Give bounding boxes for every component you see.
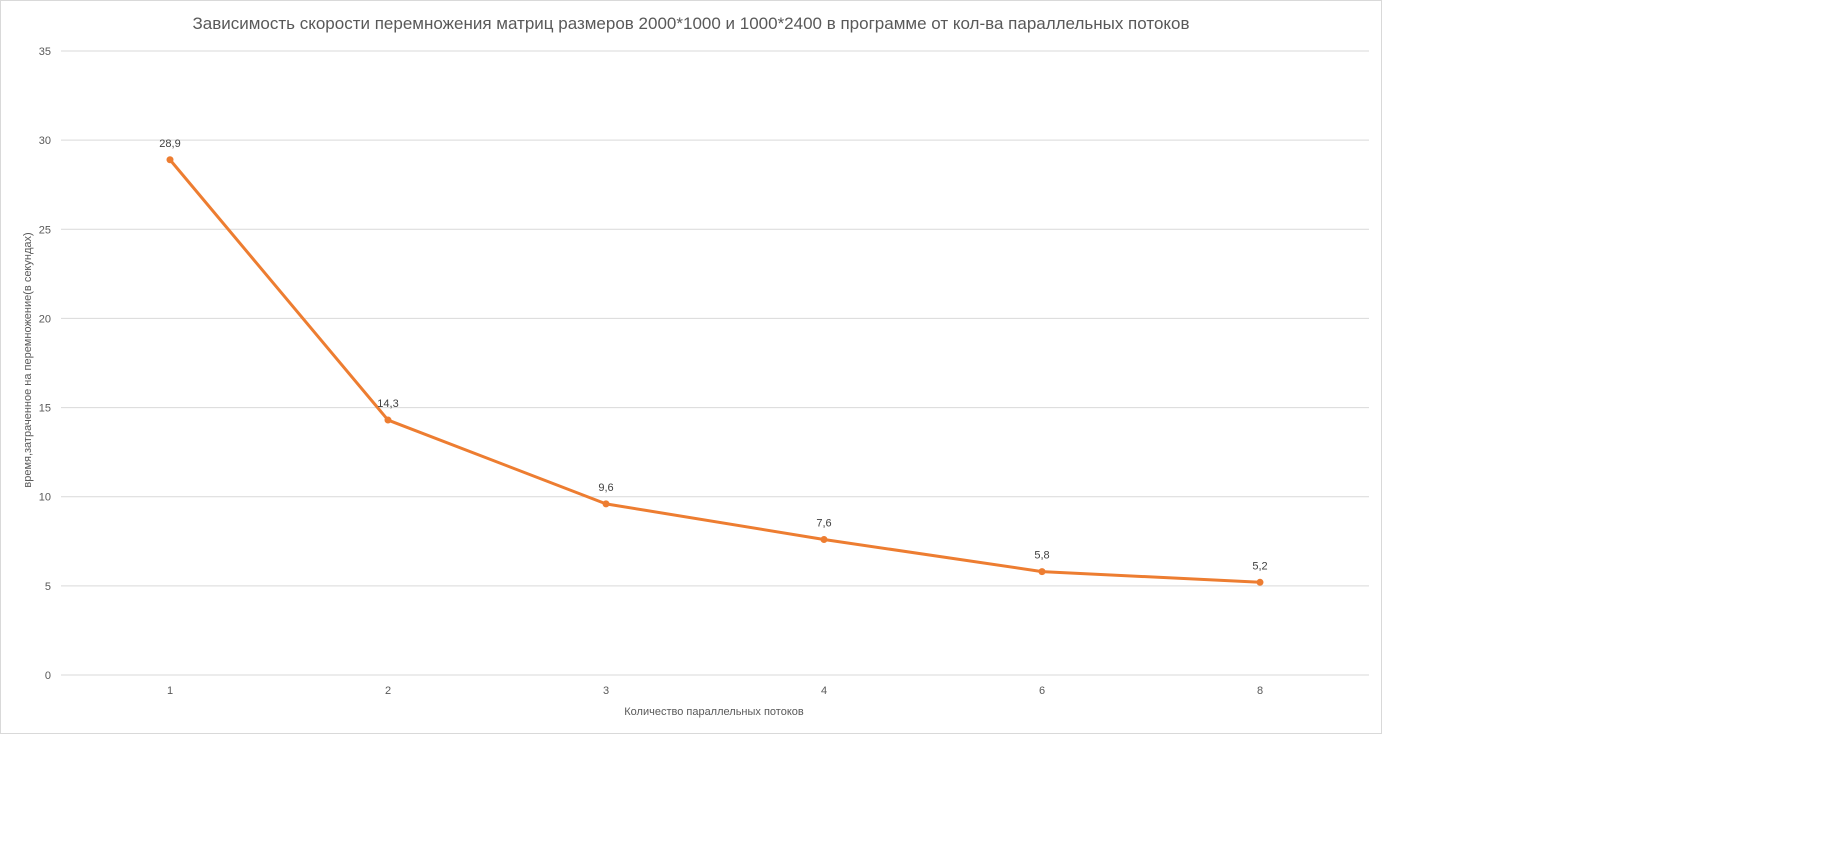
y-axis-ticks: 0 5 10 15 20 25 30 35: [39, 46, 51, 682]
data-point: [384, 416, 392, 424]
data-point: [166, 156, 174, 164]
data-label: 7,6: [816, 518, 831, 530]
data-point: [602, 500, 610, 508]
y-axis-title: время,затраченное на перемножение(в секу…: [22, 232, 34, 487]
y-tick-label: 15: [39, 403, 51, 415]
data-point: [1038, 568, 1046, 576]
y-tick-label: 25: [39, 224, 51, 236]
y-tick-label: 30: [39, 135, 51, 147]
y-tick-label: 0: [45, 670, 51, 682]
data-label: 5,2: [1252, 560, 1267, 572]
x-tick-label: 2: [385, 685, 391, 697]
series-layer: [166, 156, 1264, 586]
data-label: 14,3: [377, 398, 398, 410]
x-tick-label: 6: [1039, 685, 1045, 697]
y-tick-label: 20: [39, 313, 51, 325]
x-axis-title: Количество параллельных потоков: [624, 706, 804, 718]
chart-frame: Зависимость скорости перемножения матриц…: [0, 0, 1382, 734]
data-label: 5,8: [1034, 550, 1049, 562]
x-tick-label: 1: [167, 685, 173, 697]
x-tick-label: 8: [1257, 685, 1263, 697]
data-label: 9,6: [598, 482, 613, 494]
chart-title: Зависимость скорости перемножения матриц…: [192, 14, 1189, 33]
y-tick-label: 35: [39, 46, 51, 58]
gridlines: [61, 50, 1369, 676]
data-labels: 28,9 14,3 9,6 7,6 5,8 5,2: [159, 138, 1267, 573]
series-line: [168, 158, 1261, 584]
data-label: 28,9: [159, 138, 180, 150]
data-point: [1256, 578, 1264, 586]
line-chart: Зависимость скорости перемножения матриц…: [22, 14, 1369, 718]
y-tick-label: 10: [39, 492, 51, 504]
x-tick-label: 4: [821, 685, 827, 697]
x-axis-ticks: 1 2 3 4 6 8: [167, 685, 1263, 697]
y-tick-label: 5: [45, 581, 51, 593]
data-point: [820, 536, 828, 544]
x-tick-label: 3: [603, 685, 609, 697]
